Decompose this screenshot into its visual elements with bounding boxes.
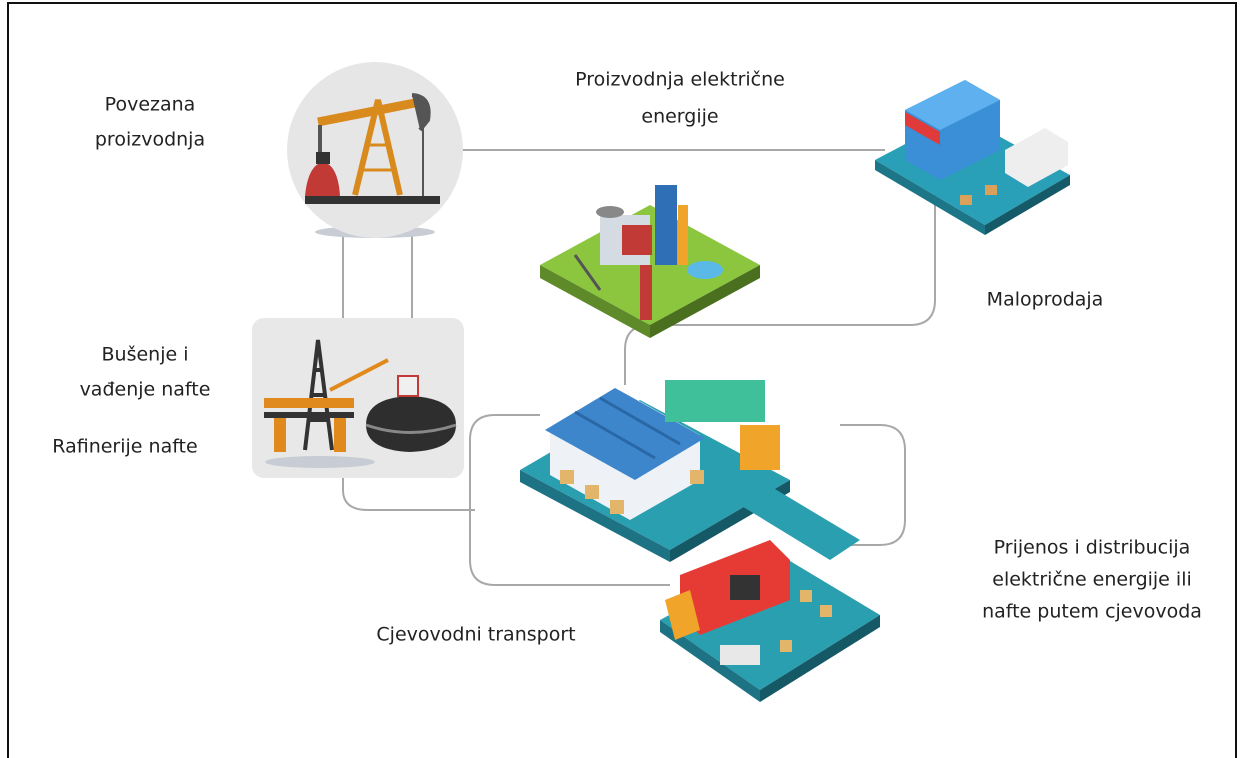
node-label: energije [641, 106, 718, 128]
retail-store-illustration-part [960, 195, 972, 205]
rig-refinery-illustration-part [274, 418, 286, 452]
rig-refinery-illustration-part [398, 376, 418, 396]
warehouse-illustration-part [560, 470, 574, 484]
distribution-center-illustration-part [800, 590, 812, 602]
node-label: proizvodnja [95, 129, 205, 151]
node-label: Maloprodaja [987, 289, 1104, 311]
rig-refinery-illustration-part [264, 412, 354, 418]
node-label: vađenje nafte [80, 379, 211, 401]
node-label: Bušenje i [102, 344, 189, 366]
rig-refinery-illustration-part [264, 398, 354, 408]
distribution-center-illustration-part [780, 640, 792, 652]
warehouse-illustration-part [690, 470, 704, 484]
node-label: Cjevovodni transport [376, 624, 575, 646]
node-label: Proizvodnja električne [575, 69, 785, 91]
warehouse-illustration-part [740, 425, 780, 470]
rig-refinery-illustration-part [366, 396, 456, 452]
node-label: električne energije ili [992, 569, 1192, 591]
rig-refinery-illustration [252, 318, 464, 478]
node-label: Prijenos i distribucija [994, 537, 1191, 559]
power-plant-illustration-part [678, 205, 688, 265]
power-plant-illustration-part [687, 261, 723, 279]
diagram: Povezana proizvodnja Proizvodnja elektri… [0, 0, 1246, 758]
warehouse-illustration-part [665, 380, 765, 422]
retail-store-illustration-part [985, 185, 997, 195]
power-plant-illustration-part [622, 225, 652, 255]
node-label: Povezana [105, 94, 196, 116]
power-plant-illustration-part [596, 206, 624, 218]
distribution-center-illustration-part [730, 575, 760, 600]
rig-refinery-illustration-part [265, 456, 375, 468]
node-label: nafte putem cjevovoda [982, 601, 1202, 623]
power-plant-illustration-part [655, 185, 677, 265]
oil-pump-illustration-part [316, 152, 330, 164]
warehouse-illustration-part [610, 500, 624, 514]
oil-pump-illustration [287, 62, 463, 238]
rig-refinery-illustration-part [334, 418, 346, 452]
oil-pump-illustration-part [305, 196, 440, 204]
distribution-center-illustration-part [720, 645, 760, 665]
node-label: Rafinerije nafte [52, 436, 197, 458]
warehouse-illustration-part [585, 485, 599, 499]
power-plant-illustration-part [640, 265, 652, 320]
oil-pump-illustration-part [287, 62, 463, 238]
distribution-center-illustration-part [820, 605, 832, 617]
